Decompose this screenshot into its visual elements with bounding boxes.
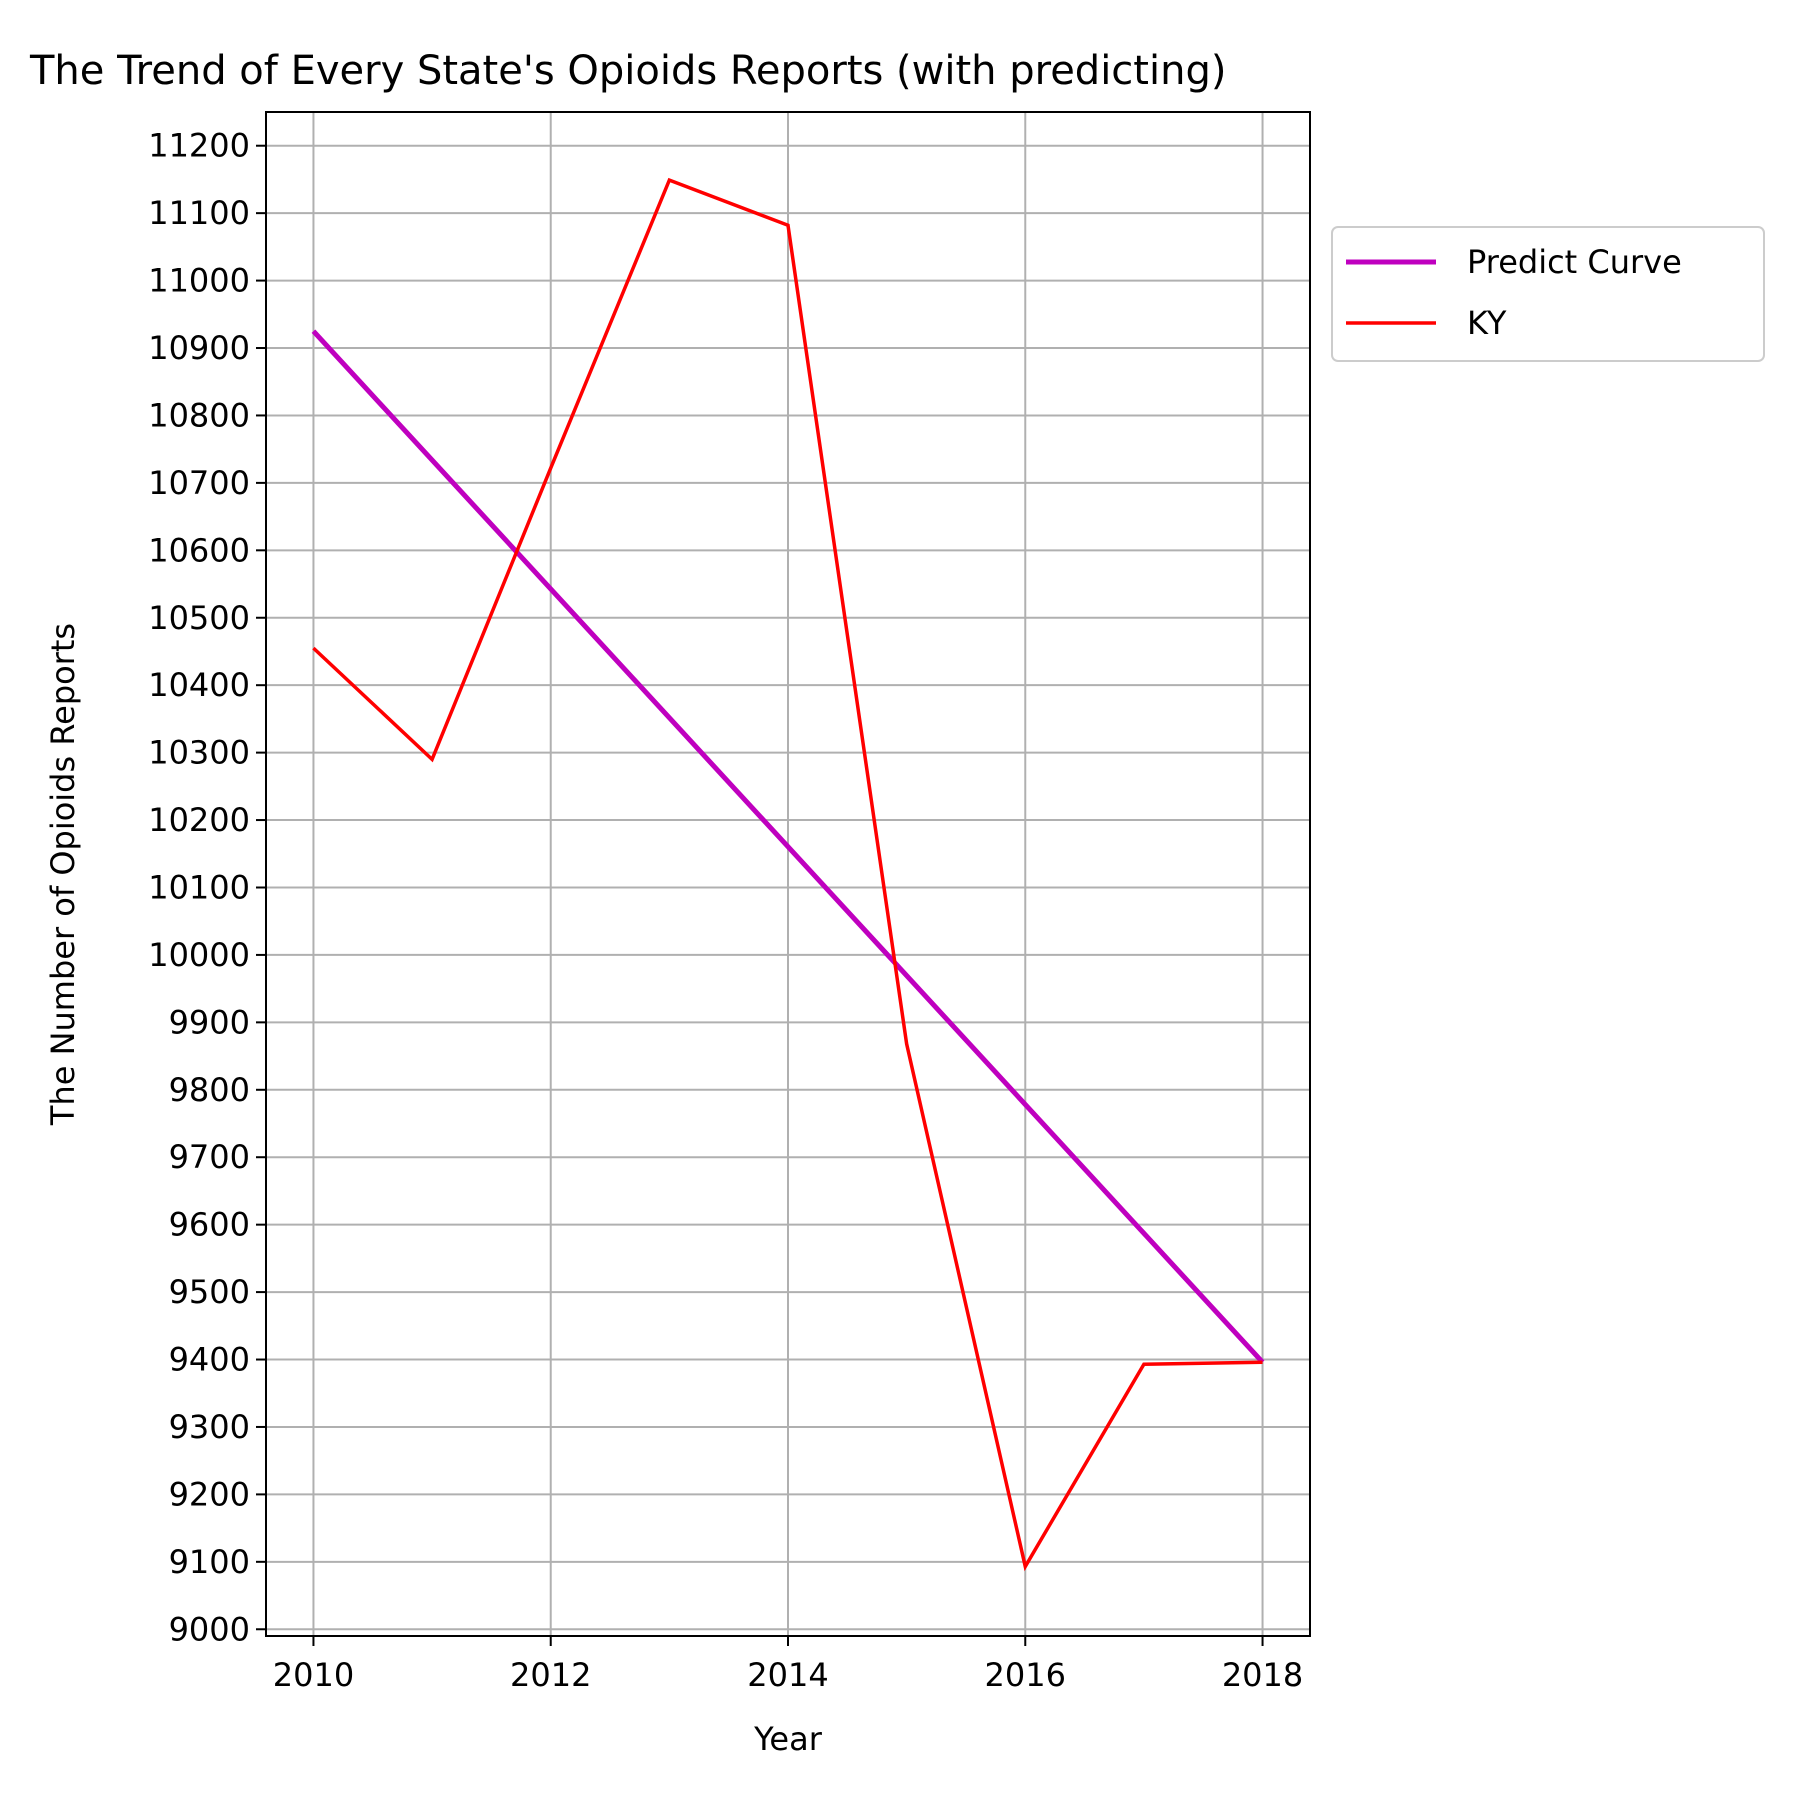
y-axis-label: The Number of Opioids Reports <box>44 623 82 1126</box>
x-axis-label: Year <box>753 1720 823 1758</box>
legend-frame <box>1331 226 1765 362</box>
y-tick-label: 10600 <box>148 531 250 569</box>
chart-title: The Trend of Every State's Opioids Repor… <box>29 48 1226 94</box>
legend-label: KY <box>1467 304 1507 342</box>
x-tick-label: 2014 <box>747 1656 828 1694</box>
y-tick-label: 10400 <box>148 666 250 704</box>
y-tick-label: 9700 <box>169 1138 250 1176</box>
series-line-predict-curve <box>311 329 1265 1364</box>
y-tick-label: 9000 <box>169 1610 250 1648</box>
y-tick-label: 11100 <box>148 194 250 232</box>
y-tick-label: 10300 <box>148 734 250 772</box>
y-tick-label: 10500 <box>148 599 250 637</box>
x-tick-label: 2018 <box>1222 1656 1303 1694</box>
y-tick-label: 11200 <box>148 127 250 165</box>
x-tick-label: 2010 <box>273 1656 354 1694</box>
x-tick-label: 2016 <box>985 1656 1066 1694</box>
y-tick-label: 10100 <box>148 868 250 906</box>
y-tick-label: 10700 <box>148 464 250 502</box>
legend-label: Predict Curve <box>1467 243 1682 281</box>
grid <box>266 112 1310 1636</box>
y-tick-label: 9400 <box>169 1341 250 1379</box>
y-tick-label: 9300 <box>169 1408 250 1446</box>
y-tick-label: 9500 <box>169 1273 250 1311</box>
y-tick-label: 9200 <box>169 1475 250 1513</box>
y-tick-label: 9900 <box>169 1003 250 1041</box>
y-tick-label: 10000 <box>148 936 250 974</box>
x-tick-label: 2012 <box>510 1656 591 1694</box>
y-tick-label: 9600 <box>169 1206 250 1244</box>
y-tick-label: 9800 <box>169 1071 250 1109</box>
y-tick-label: 10800 <box>148 396 250 434</box>
y-tick-label: 9100 <box>169 1543 250 1581</box>
x-axis: 2010 2012 2014 2016 2018 <box>273 1636 1303 1694</box>
y-axis: 9000 9100 9200 9300 9400 9500 9600 9700 9800 9900… <box>148 127 266 1648</box>
y-tick-label: 10900 <box>148 329 250 367</box>
y-tick-label: 10200 <box>148 801 250 839</box>
series-line-ky <box>312 177 1263 1572</box>
y-tick-label: 11000 <box>148 262 250 300</box>
legend: Predict Curve KY <box>1331 226 1765 362</box>
series-layer <box>311 177 1265 1572</box>
